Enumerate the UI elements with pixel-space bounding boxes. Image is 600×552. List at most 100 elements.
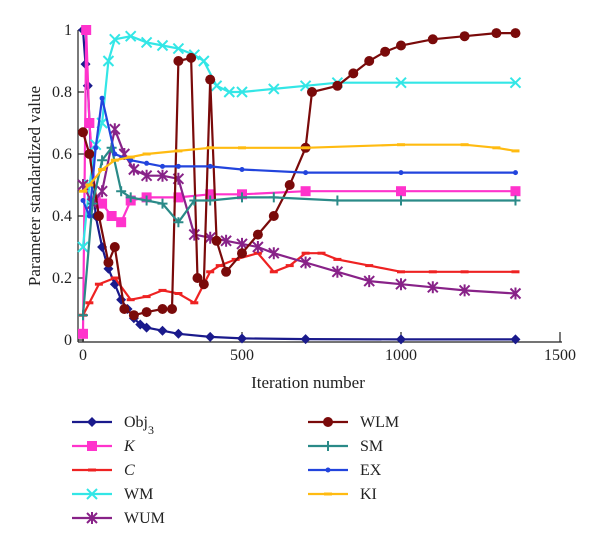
series-line [82,143,516,192]
data-point [205,195,216,206]
data-point [112,151,118,157]
data-point [186,52,197,63]
legend-item-obj: Obj3 [72,414,154,437]
legend-label: SM [360,438,383,455]
data-point [428,270,437,274]
data-point [509,76,522,89]
data-point [239,167,245,172]
data-point [510,334,521,345]
data-point [86,213,92,219]
data-point [157,325,168,336]
data-point [141,195,152,206]
data-point [128,157,134,163]
data-point [427,281,439,294]
data-point [175,163,181,169]
data-point [299,256,312,269]
data-point [269,270,278,274]
legend-label: KI [360,486,377,503]
data-point [198,55,210,67]
data-point [160,163,165,169]
data-point [268,192,279,203]
data-point [238,146,246,150]
series-line [81,145,516,316]
data-point [220,234,232,247]
data-point [109,123,121,136]
y-ticks: 0 0.2 0.4 0.6 0.8 1 [52,22,84,349]
data-point [172,42,185,55]
data-point [157,304,168,314]
legend-swatch-marker [87,441,97,451]
data-point [156,39,169,52]
legend-item-ex: EX [308,462,382,479]
data-point [78,310,88,321]
data-point [253,251,262,255]
data-point [97,155,108,166]
data-point [84,118,95,128]
data-point [252,241,264,253]
data-point [190,301,199,305]
y-tick-label: 1 [64,22,72,39]
data-point [512,170,518,176]
data-point [174,149,183,153]
data-point [109,33,121,46]
data-point [510,28,521,39]
data-point [397,270,405,274]
y-tick-label: 0.8 [52,84,72,101]
data-point [128,310,139,321]
data-point [237,192,247,203]
data-point [144,160,150,166]
y-tick-label: 0.6 [52,146,72,163]
data-point [140,169,153,182]
data-point [81,25,92,35]
data-point [126,298,135,302]
data-point [110,158,119,162]
data-point [142,152,151,156]
data-point [173,328,184,339]
x-tick-label: 1500 [544,347,576,364]
data-point [510,186,521,197]
data-point [78,127,88,138]
data-point [198,279,209,290]
data-point [303,170,309,176]
y-tick-label: 0 [64,332,72,349]
series-ex [80,95,518,219]
data-point [205,74,216,85]
data-point [268,247,280,260]
data-point [396,186,406,197]
data-point [301,251,310,255]
x-tick-label: 500 [230,347,254,364]
data-point [96,185,108,198]
data-point [396,195,406,206]
data-point [460,143,469,147]
data-point [174,292,183,295]
data-point [116,217,127,228]
plot-area: 0 500 1000 1500 0 0.2 0.4 0.6 0.8 1 [52,22,576,364]
data-point [395,76,407,89]
legend-swatch-marker [324,492,332,496]
data-point [285,264,294,268]
data-point [128,163,140,176]
data-point [207,163,213,169]
legend-item-sm: SM [308,438,383,455]
data-point [173,217,184,228]
data-point [140,36,153,49]
legend-swatch-marker [325,467,331,473]
data-point [85,301,94,305]
data-point [98,168,107,171]
y-tick-label: 0.2 [52,270,72,287]
data-point [268,83,280,95]
data-point [380,46,391,57]
data-point [188,228,201,241]
data-point [348,68,359,79]
data-point [189,195,200,206]
legend-label: Obj3 [124,414,154,437]
series-k [78,25,521,339]
data-point [142,295,151,299]
data-point [215,264,224,268]
data-point [301,146,310,150]
data-point [363,275,375,288]
y-axis-title: Parameter standardized value [25,86,44,286]
legend-label: C [124,462,135,479]
series-wm [77,30,522,253]
series-line [81,29,516,341]
